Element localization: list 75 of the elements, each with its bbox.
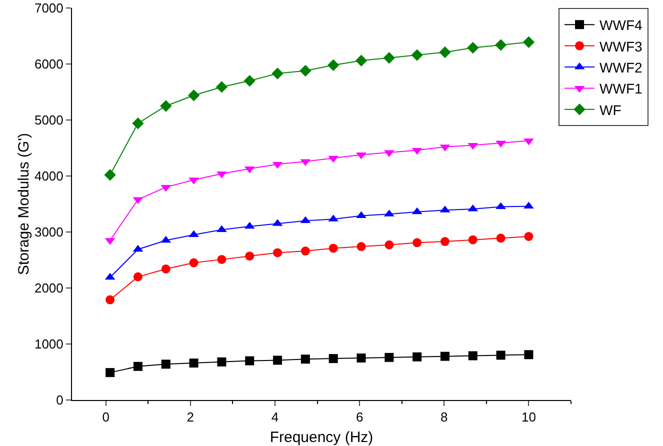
point xyxy=(245,356,254,366)
point xyxy=(300,246,310,256)
y-tick-label: 2000 xyxy=(34,280,64,296)
legend-label: WF xyxy=(600,102,622,118)
x-tick-label: 6 xyxy=(356,410,364,425)
x-axis-title: Frequency (Hz) xyxy=(270,429,374,446)
point xyxy=(216,225,227,232)
point xyxy=(188,90,200,102)
point xyxy=(384,240,394,250)
point xyxy=(496,350,506,360)
point xyxy=(522,36,535,48)
point xyxy=(244,74,256,87)
y-tick-label: 1000 xyxy=(34,336,64,352)
x-tick-label: 10 xyxy=(521,410,536,425)
point xyxy=(300,354,310,364)
point xyxy=(356,211,366,218)
x-tick-label: 2 xyxy=(186,410,194,425)
y-tick-label: 6000 xyxy=(34,56,64,72)
point xyxy=(217,357,226,366)
point xyxy=(355,54,368,66)
point xyxy=(384,352,394,362)
y-tick-label: 4000 xyxy=(34,168,64,184)
point xyxy=(440,352,450,361)
legend-label: WWF4 xyxy=(600,17,643,34)
point xyxy=(328,244,338,253)
point xyxy=(411,49,423,61)
point xyxy=(524,350,534,360)
point xyxy=(439,46,451,58)
point xyxy=(216,81,228,93)
point xyxy=(189,358,198,368)
point xyxy=(133,272,142,282)
point xyxy=(189,258,198,268)
point xyxy=(104,169,116,181)
point xyxy=(524,232,534,241)
legend-label: WWF2 xyxy=(600,59,643,76)
point xyxy=(300,64,312,77)
point xyxy=(412,352,422,362)
point xyxy=(467,42,479,54)
point xyxy=(106,368,115,378)
point xyxy=(161,264,170,274)
point xyxy=(188,230,199,238)
point xyxy=(496,234,506,243)
point xyxy=(356,354,366,362)
point xyxy=(106,295,115,304)
point xyxy=(160,100,172,112)
point xyxy=(356,152,366,160)
y-tick-label: 0 xyxy=(56,392,64,408)
y-tick-label: 5000 xyxy=(34,112,64,128)
point xyxy=(133,362,142,371)
point xyxy=(217,254,226,264)
point xyxy=(468,235,478,244)
y-tick-label: 7000 xyxy=(34,0,64,16)
point xyxy=(132,118,144,130)
x-tick-label: 8 xyxy=(440,410,448,425)
point xyxy=(161,360,170,369)
point xyxy=(494,39,507,51)
x-tick-label: 0 xyxy=(102,410,110,425)
point xyxy=(327,59,340,71)
point xyxy=(273,356,282,365)
point xyxy=(440,237,450,246)
y-axis-title: Storage Modulus (G') xyxy=(15,132,32,276)
point xyxy=(272,68,284,80)
point xyxy=(245,252,254,261)
y-tick-label: 3000 xyxy=(34,224,64,240)
point xyxy=(496,202,506,210)
point xyxy=(328,354,338,364)
point xyxy=(356,242,366,252)
legend-label: WWF1 xyxy=(600,80,643,97)
point xyxy=(273,248,282,258)
x-tick-label: 4 xyxy=(271,410,279,425)
point xyxy=(412,238,422,248)
point xyxy=(524,138,534,146)
point xyxy=(468,351,478,360)
legend-label: WWF3 xyxy=(600,38,643,54)
point xyxy=(383,52,396,64)
